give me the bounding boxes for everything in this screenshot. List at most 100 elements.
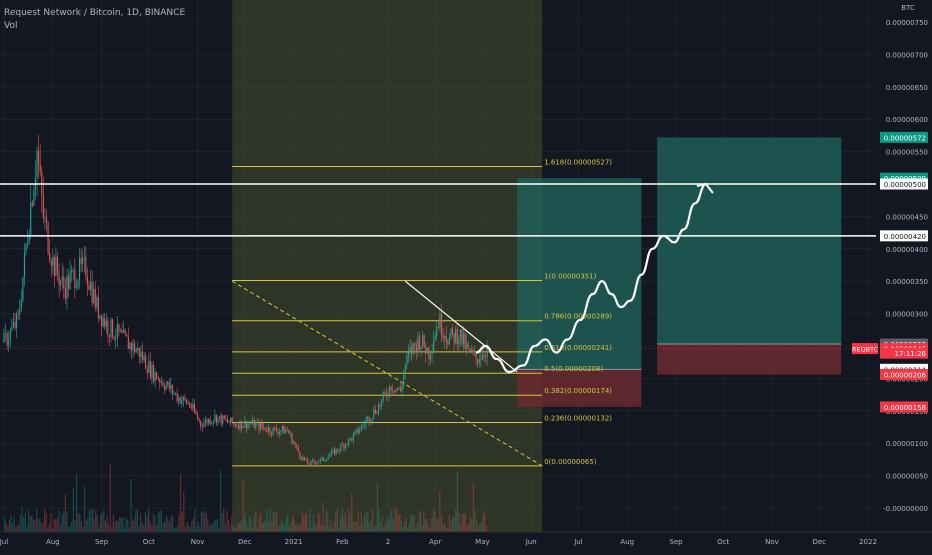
candle-body [178, 397, 180, 401]
volume-bar [92, 508, 94, 532]
candle-body [255, 423, 257, 428]
volume-bar [324, 525, 326, 532]
volume-bar [266, 509, 268, 532]
candle-body [121, 330, 123, 333]
volume-bar [317, 511, 319, 532]
candle-body [126, 334, 128, 337]
candle-body [12, 321, 14, 327]
volume-bar [186, 522, 188, 532]
volume-bar [482, 514, 484, 532]
volume-bar [63, 511, 65, 532]
volume-bar [338, 526, 340, 532]
candle-body [28, 234, 30, 244]
volume-bar [405, 517, 407, 532]
candle-body [310, 460, 312, 465]
volume-bar [212, 523, 214, 532]
candle-body [338, 450, 340, 452]
volume-bar [224, 523, 226, 532]
y-tick-label: 0.00000650 [886, 84, 928, 92]
volume-bar [421, 525, 423, 532]
candle-body [145, 356, 147, 369]
candle-body [201, 425, 203, 427]
candle-body [160, 381, 162, 383]
volume-bar [148, 508, 150, 532]
volume-bar [87, 517, 89, 532]
volume-bar [256, 527, 258, 532]
candle-body [374, 409, 376, 414]
volume-bar [4, 518, 6, 532]
x-tick-label: Dec [812, 538, 826, 546]
volume-bar [272, 511, 274, 532]
volume-bar [146, 516, 148, 532]
candle-body [318, 461, 320, 463]
volume-bar [117, 521, 119, 532]
volume-bar [399, 514, 401, 532]
volume-bar [357, 512, 359, 532]
candle-body [313, 460, 315, 463]
candle-body [426, 347, 428, 354]
candle-body [16, 313, 18, 328]
price-tag-label: 0.00000572 [884, 134, 926, 142]
candle-body [67, 275, 70, 289]
volume-bar [453, 516, 455, 532]
volume-bar [372, 509, 374, 532]
candle-body [480, 359, 482, 361]
volume-bar [295, 525, 297, 532]
volume-bar [303, 516, 305, 532]
volume-bar [253, 514, 255, 532]
candle-body [355, 428, 358, 432]
candle-body [236, 425, 238, 427]
volume-bar [208, 525, 210, 532]
candle-body [42, 194, 44, 218]
volume-bar [167, 518, 169, 532]
volume-bar [108, 524, 110, 532]
candle-body [179, 397, 181, 404]
volume-bar [330, 520, 332, 532]
volume-bar [455, 508, 457, 532]
candle-body [267, 427, 269, 432]
price-tag-label: 0.00000500 [884, 181, 926, 189]
candle-body [88, 284, 90, 291]
candle-body [119, 330, 122, 332]
candle-body [234, 423, 236, 427]
volume-bar [415, 527, 417, 532]
volume-bar [162, 523, 164, 532]
volume-bar [327, 512, 329, 532]
volume-bar [220, 469, 222, 532]
candle-body [360, 425, 362, 431]
candle-body [182, 396, 184, 401]
candle-body [297, 446, 299, 452]
volume-bar [61, 514, 63, 532]
volume-bar [359, 525, 361, 532]
volume-bar [444, 523, 446, 532]
volume-bar [122, 517, 124, 532]
chart-title: Request Network / Bitcoin, 1D, BINANCE [4, 8, 186, 18]
candle-body [407, 351, 410, 356]
volume-bar [202, 510, 204, 532]
candle-body [445, 336, 447, 342]
candle-body [72, 269, 74, 271]
volume-bar [464, 513, 466, 532]
candle-body [275, 427, 277, 432]
candle-body [269, 427, 271, 434]
candle-body [447, 341, 449, 345]
candle-body [478, 359, 480, 363]
volume-bar [164, 521, 166, 532]
volume-bar [42, 522, 44, 532]
candle-body [52, 256, 54, 267]
candle-body [69, 272, 71, 289]
y-tick-label: 0.00000450 [886, 213, 928, 221]
volume-bar [269, 508, 271, 532]
y-tick-label: 0.00000100 [886, 440, 928, 448]
volume-bar [23, 517, 25, 532]
candle-body [208, 419, 210, 424]
candle-body [429, 354, 432, 360]
candle-body [58, 273, 60, 286]
volume-bar [388, 520, 390, 532]
candle-body [412, 343, 414, 354]
candle-body [115, 337, 117, 340]
candle-body [3, 333, 5, 343]
price-tag-label: 0.00000206 [884, 372, 927, 380]
